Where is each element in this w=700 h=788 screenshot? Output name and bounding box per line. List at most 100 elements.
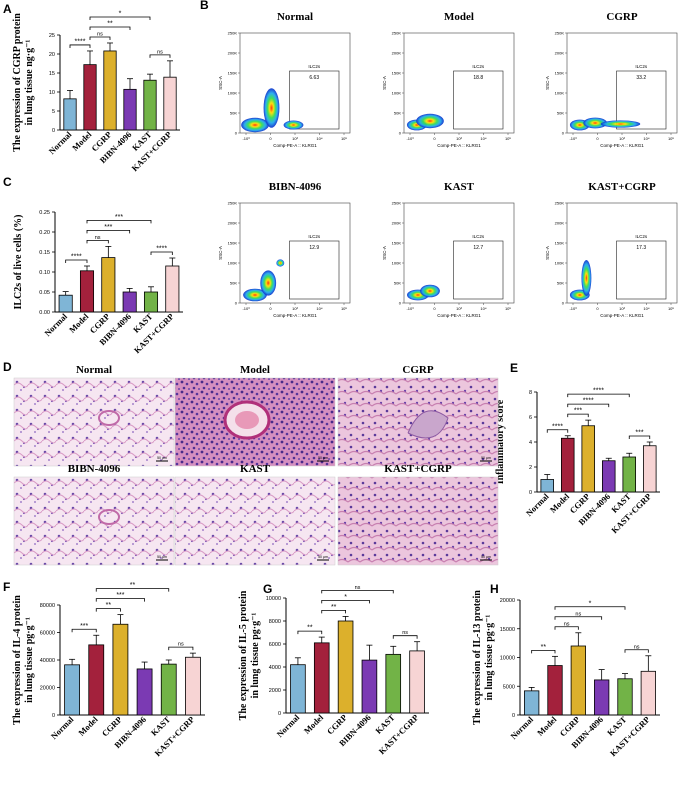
- y-axis-label: The expression of IL-13 protein: [472, 590, 483, 725]
- flow-y-tick-label: 200K: [555, 51, 565, 56]
- flow-y-tick-label: 150K: [555, 71, 565, 76]
- histology-title: BIBN-4096: [68, 463, 121, 475]
- y-tick-label: 4: [529, 440, 532, 446]
- flow-x-axis-label: Comp-PE-A :: KLRG1: [600, 313, 644, 318]
- significance-label: ***: [80, 623, 88, 630]
- gate-label: ILC2s: [308, 234, 321, 239]
- bar-kast-cgrp: [185, 656, 201, 716]
- flow-x-tick-label: 10⁴: [643, 306, 649, 311]
- density-cluster: [276, 259, 285, 267]
- y-axis-label: Inflammatory score: [495, 399, 506, 484]
- gate-percentage: 6.63: [309, 75, 319, 81]
- flow-x-tick-label: 0: [433, 306, 436, 311]
- gate-label: ILC2s: [635, 234, 648, 239]
- chart-G: 0 2000 4000 6000 8000 10000 The expression of …: [238, 585, 429, 756]
- flow-x-tick-label: 10³: [619, 136, 625, 141]
- density-cluster: [583, 117, 608, 129]
- histology-title: KAST: [240, 463, 271, 475]
- significance-bracket: [567, 403, 610, 408]
- y-tick-label: 0.00: [39, 310, 50, 316]
- y-axis-label: in lung tissue pg·g⁻¹: [250, 613, 261, 699]
- y-axis-label: ILC2s of live cells (%): [13, 215, 24, 310]
- y-axis-label: The expression of IL-4 protein: [12, 595, 23, 725]
- airway-tissue: [407, 410, 449, 439]
- flow-y-axis-label: SSC-A: [382, 246, 387, 260]
- bar-bibn-4096: [601, 460, 616, 493]
- alveolar-duct: [98, 509, 120, 525]
- significance-bracket: [554, 606, 626, 610]
- bar-model: [79, 270, 95, 313]
- significance-label: *: [344, 594, 347, 601]
- flow-y-axis-label: SSC-A: [382, 76, 387, 90]
- flow-plot-normal: Normal 0 50K 100K 150K 200K 250K -10³ 0 10³ 10⁴ 10⁵…: [218, 11, 351, 148]
- gate-percentage: 12.7: [473, 245, 483, 251]
- density-cluster: [283, 120, 304, 130]
- significance-bracket: [95, 598, 145, 602]
- flow-x-tick-label: 0: [433, 136, 436, 141]
- bar-kast: [617, 678, 633, 716]
- significance-label: ****: [75, 38, 86, 45]
- significance-bracket: [95, 588, 170, 592]
- y-tick-label: 20000: [500, 598, 515, 604]
- flow-plot-bibn-4096: BIBN-4096 0 50K 100K 150K 200K 250K -10³ 0 10³ 10⁴…: [218, 181, 351, 318]
- flow-y-tick-label: 150K: [392, 241, 402, 246]
- bar-kast-cgrp: [165, 265, 180, 313]
- significance-label: ns: [634, 644, 640, 650]
- histology-title: Normal: [76, 364, 112, 376]
- significance-label: ****: [583, 398, 594, 405]
- flow-y-tick-label: 200K: [392, 51, 402, 56]
- scale-bar-label: 50 μm: [318, 456, 328, 460]
- significance-bracket: [65, 259, 88, 263]
- gate-label: ILC2s: [472, 64, 485, 69]
- density-cluster: [241, 117, 269, 133]
- significance-label: ns: [355, 585, 361, 591]
- flow-plot-title: KAST+CGRP: [588, 181, 656, 193]
- flow-x-axis-label: Comp-PE-A :: KLRG1: [273, 313, 317, 318]
- flow-x-tick-label: 0: [269, 136, 272, 141]
- significance-bracket: [554, 616, 603, 620]
- significance-bracket: [95, 608, 121, 612]
- flow-y-tick-label: 50K: [557, 281, 564, 286]
- bar-bibn-4096: [361, 659, 378, 714]
- flow-plot-title: Normal: [277, 11, 313, 23]
- flow-x-axis-label: Comp-PE-A :: KLRG1: [273, 143, 317, 148]
- flow-plot-kast: KAST 0 50K 100K 150K 200K 250K -10³ 0 10³ 10⁴ 10⁵ SS…: [382, 181, 515, 318]
- significance-bracket: [392, 635, 418, 639]
- flow-y-tick-label: 250K: [392, 201, 402, 206]
- histology-image: [337, 476, 499, 566]
- ilc2-gate: [289, 240, 340, 300]
- density-cluster: [243, 288, 267, 302]
- y-tick-label: 0: [529, 490, 532, 496]
- bar-cgrp: [337, 620, 354, 714]
- x-tick-label: Model: [67, 311, 91, 335]
- histology-image: [13, 476, 175, 566]
- bar-kast-cgrp: [642, 445, 657, 493]
- flow-x-tick-label: 10⁴: [316, 136, 322, 141]
- density-cluster: [581, 260, 592, 296]
- ilc2-gate: [289, 70, 340, 130]
- flow-x-tick-label: 10³: [619, 306, 625, 311]
- bar-normal: [63, 98, 77, 131]
- chart-A: 0 5 10 15 20 25 The expression of CGRP protein…: [12, 10, 180, 173]
- y-tick-label: 15000: [500, 627, 515, 633]
- gate-percentage: 12.9: [309, 245, 319, 251]
- y-tick-label: 5: [52, 109, 55, 115]
- significance-label: ***: [115, 214, 123, 221]
- flow-y-axis-label: SSC-A: [218, 76, 223, 90]
- significance-label: ns: [157, 49, 163, 55]
- significance-bracket: [628, 435, 651, 439]
- panel-letter-a: A: [3, 2, 12, 16]
- significance-bracket: [554, 626, 579, 630]
- significance-label: **: [307, 625, 313, 632]
- flow-x-axis-label: Comp-PE-A :: KLRG1: [437, 143, 481, 148]
- significance-label: ns: [178, 642, 184, 648]
- gate-label: ILC2s: [308, 64, 321, 69]
- significance-label: ns: [575, 611, 581, 617]
- significance-bracket: [321, 590, 394, 594]
- density-cluster: [416, 113, 444, 129]
- flow-x-tick-label: 10³: [456, 306, 462, 311]
- flow-x-tick-label: 10⁵: [505, 136, 511, 141]
- bar-bibn-4096: [122, 291, 137, 313]
- flow-plot-frame: [239, 32, 351, 134]
